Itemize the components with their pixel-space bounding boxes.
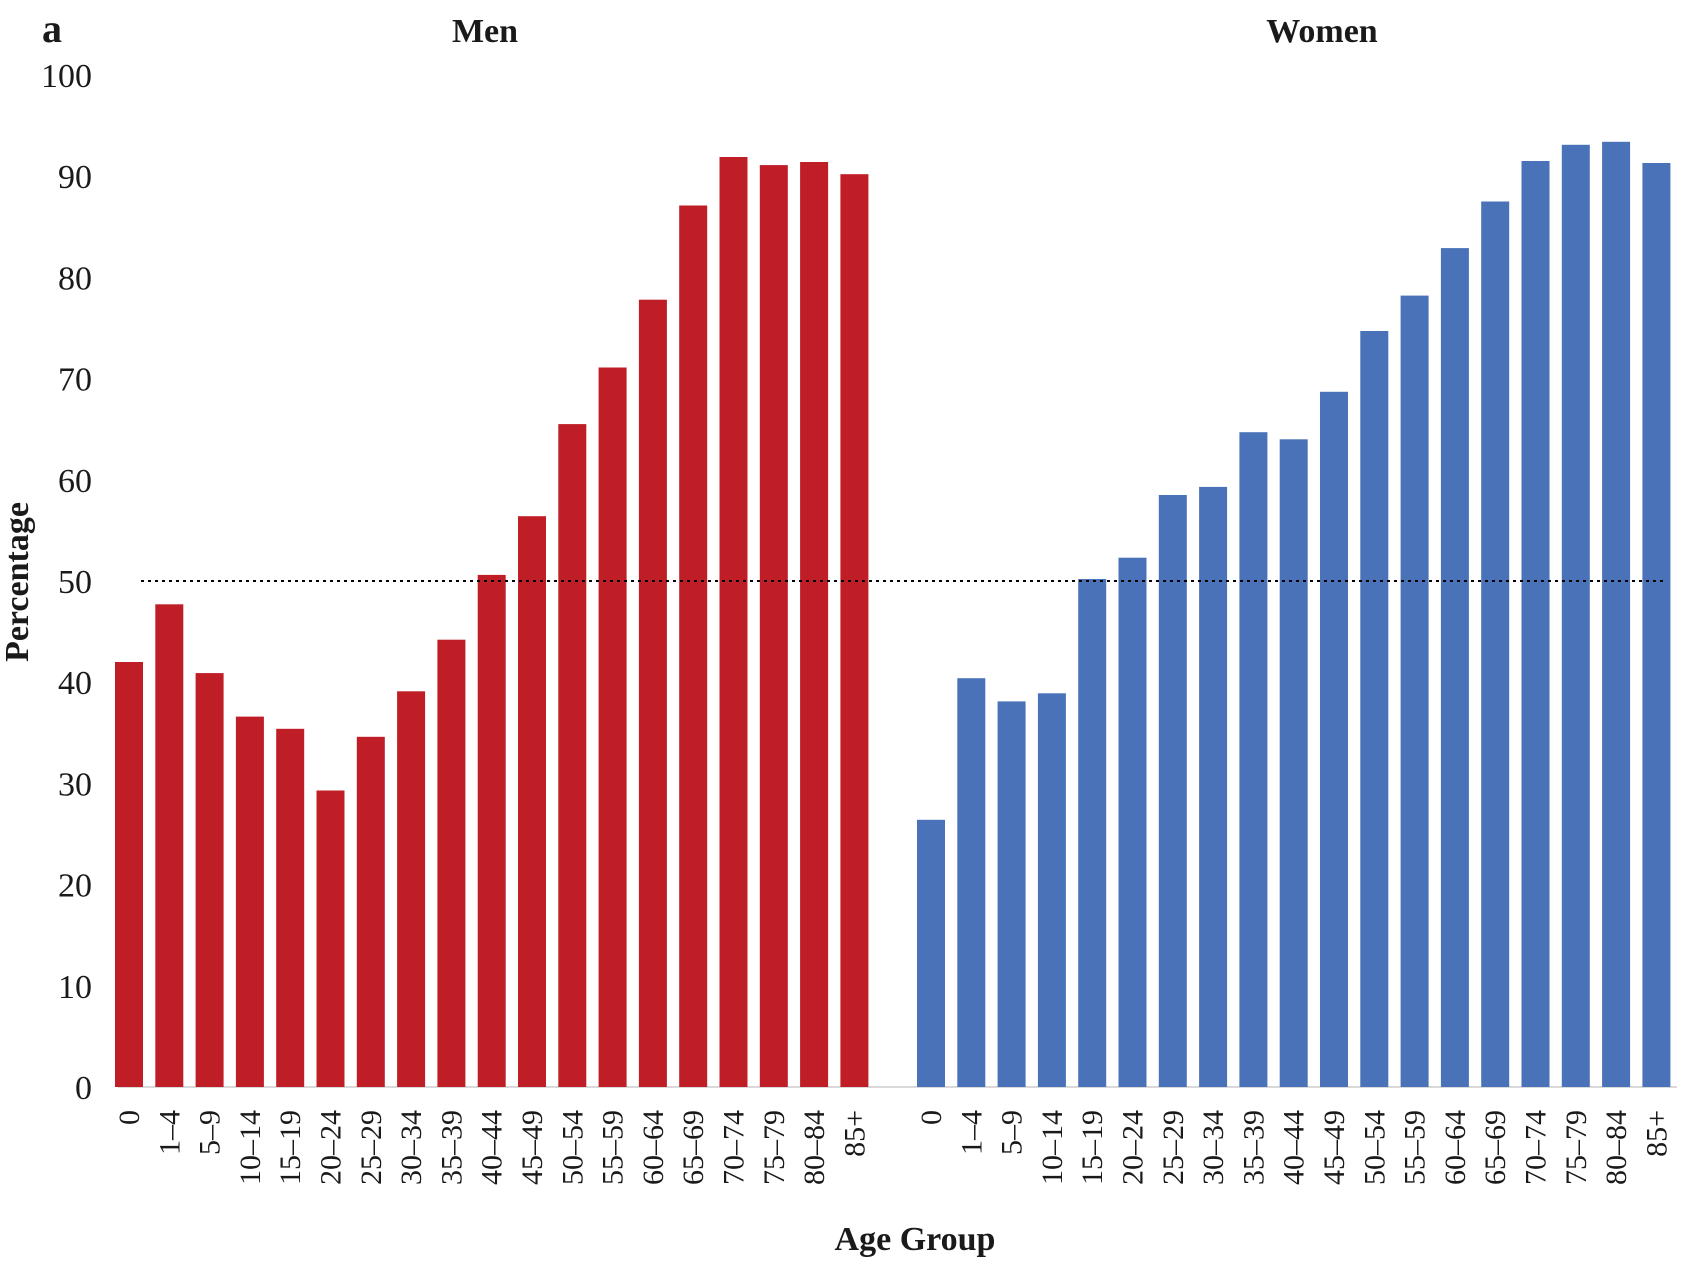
bar-women-17 [1602, 141, 1631, 1088]
y-tick-label: 60 [58, 463, 92, 500]
x-tick-label: 20–24 [1117, 1110, 1150, 1185]
bar-women-14 [1481, 201, 1510, 1087]
bar-men-9 [477, 574, 506, 1087]
y-tick-label: 70 [58, 362, 92, 399]
x-tick-label: 1–4 [153, 1110, 186, 1155]
x-tick-label: 15–19 [274, 1110, 307, 1185]
bar-women-5 [1118, 557, 1147, 1087]
bar-women-11 [1360, 331, 1389, 1087]
bar-men-4 [276, 728, 305, 1087]
bar-men-6 [356, 736, 385, 1087]
bar-men-13 [638, 299, 667, 1087]
bar-men-12 [598, 367, 627, 1087]
x-tick-label: 60–64 [637, 1110, 670, 1185]
x-tick-label: 25–29 [1157, 1110, 1190, 1185]
x-tick-label: 70–74 [718, 1110, 751, 1185]
y-axis-ticks: 0 10 20 30 40 50 60 70 80 90 100 [41, 58, 92, 1107]
y-axis-title: Percentage [0, 502, 36, 662]
y-tick-label: 30 [58, 766, 92, 803]
bar-women-18 [1642, 163, 1671, 1087]
x-axis-ticks: 0 1–4 5–9 10–14 15–19 20–24 25–29 30–34 35–39 40–… [113, 1110, 1673, 1185]
x-tick-label: 85+ [838, 1110, 871, 1157]
bar-women-16 [1561, 144, 1590, 1088]
bar-men-7 [397, 691, 426, 1087]
bar-women-3 [1037, 693, 1066, 1087]
bar-women-2 [997, 701, 1026, 1087]
x-tick-label: 80–84 [1600, 1110, 1633, 1185]
bar-men-16 [759, 165, 788, 1088]
bar-men-18 [840, 174, 869, 1087]
bar-men-1 [155, 604, 184, 1087]
x-tick-label: 5–9 [194, 1110, 227, 1155]
bar-women-4 [1078, 579, 1107, 1087]
y-tick-label: 100 [41, 58, 92, 95]
bar-women-0 [917, 819, 945, 1087]
y-tick-label: 80 [58, 260, 92, 297]
x-tick-label: 50–54 [1358, 1110, 1391, 1185]
bar-men-10 [518, 516, 546, 1087]
x-tick-label: 0 [915, 1110, 948, 1125]
x-tick-label: 55–59 [1399, 1110, 1432, 1185]
x-tick-label: 45–49 [1318, 1110, 1351, 1185]
x-tick-label: 1–4 [955, 1110, 988, 1155]
bar-men-0 [115, 662, 143, 1087]
bar-men-5 [316, 790, 345, 1087]
bar-men-3 [235, 716, 264, 1087]
bar-men-14 [679, 205, 708, 1087]
x-tick-label: 65–69 [677, 1110, 710, 1185]
bar-men-2 [195, 673, 224, 1087]
x-tick-label: 25–29 [355, 1110, 388, 1185]
x-tick-label: 75–79 [758, 1110, 791, 1185]
bar-women-8 [1239, 432, 1268, 1087]
panel-label: a [42, 6, 62, 51]
bar-men-11 [558, 424, 587, 1088]
bar-men-17 [800, 162, 829, 1087]
y-tick-label: 20 [58, 868, 92, 905]
group-title-women: Women [1266, 13, 1378, 50]
x-tick-label: 60–64 [1439, 1110, 1472, 1185]
bar-women-12 [1400, 295, 1429, 1088]
x-axis-title: Age Group [835, 1221, 996, 1258]
bar-women-1 [957, 678, 986, 1087]
bar-women-10 [1320, 391, 1348, 1087]
x-tick-label: 65–69 [1479, 1110, 1512, 1185]
x-tick-label: 35–39 [1237, 1110, 1270, 1185]
bar-women-6 [1158, 495, 1187, 1087]
x-tick-label: 15–19 [1076, 1110, 1109, 1185]
x-tick-label: 55–59 [597, 1110, 630, 1185]
y-tick-label: 10 [58, 969, 92, 1006]
y-tick-label: 50 [58, 564, 92, 601]
x-tick-label: 35–39 [435, 1110, 468, 1185]
x-tick-label: 45–49 [516, 1110, 549, 1185]
x-tick-label: 20–24 [315, 1110, 348, 1185]
x-tick-label: 10–14 [1036, 1110, 1069, 1185]
x-tick-label: 0 [113, 1110, 146, 1125]
y-tick-label: 0 [75, 1070, 92, 1107]
x-tick-label: 5–9 [996, 1110, 1029, 1155]
x-tick-label: 85+ [1640, 1110, 1673, 1157]
bar-men-8 [437, 639, 466, 1087]
bar-men-15 [719, 157, 748, 1087]
y-tick-label: 40 [58, 665, 92, 702]
x-tick-label: 50–54 [556, 1110, 589, 1185]
x-tick-label: 40–44 [1278, 1110, 1311, 1185]
group-title-men: Men [452, 13, 518, 50]
bar-women-13 [1440, 248, 1469, 1088]
x-tick-label: 10–14 [234, 1110, 267, 1185]
bar-women-7 [1199, 486, 1228, 1087]
x-tick-label: 75–79 [1560, 1110, 1593, 1185]
x-tick-label: 30–34 [1197, 1110, 1230, 1185]
x-tick-label: 30–34 [395, 1110, 428, 1185]
x-tick-label: 70–74 [1520, 1110, 1553, 1185]
x-tick-label: 80–84 [798, 1110, 831, 1185]
bars [115, 141, 1671, 1088]
x-tick-label: 40–44 [476, 1110, 509, 1185]
bar-women-9 [1279, 439, 1308, 1087]
bar-women-15 [1521, 161, 1550, 1087]
y-tick-label: 90 [58, 159, 92, 196]
